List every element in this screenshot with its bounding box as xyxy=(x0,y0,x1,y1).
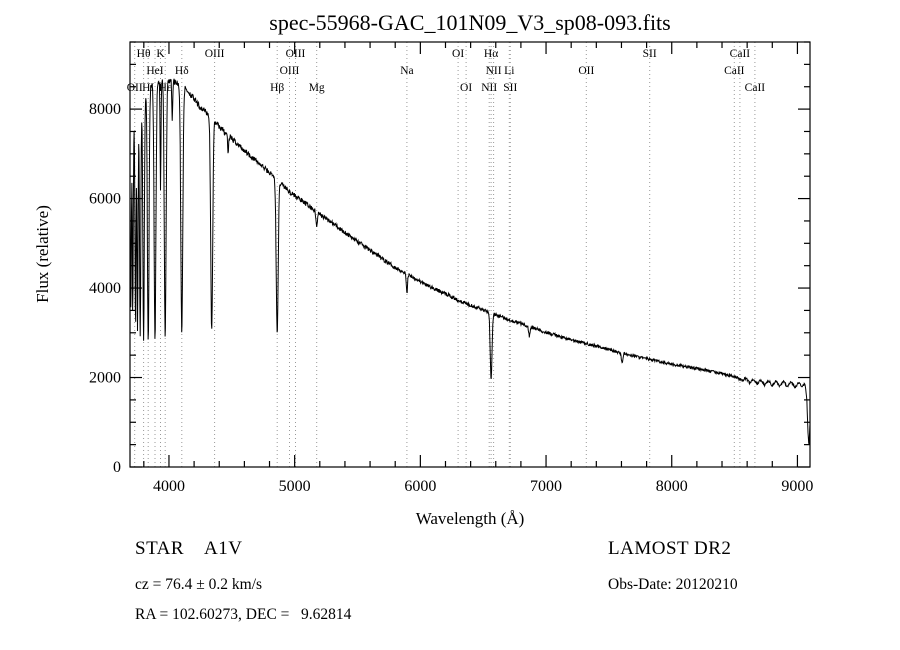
obsdate-text: Obs-Date: 20120210 xyxy=(608,576,738,593)
x-tick-label: 5000 xyxy=(279,478,311,495)
spectral-line-label: OII xyxy=(127,82,143,94)
x-tick-label: 6000 xyxy=(404,478,436,495)
spectral-line-label: OI xyxy=(460,82,472,94)
x-axis-label: Wavelength (Å) xyxy=(416,509,525,528)
spectral-line-label: OIII xyxy=(280,65,300,77)
spectral-line-label: OIII xyxy=(286,48,306,60)
x-tick-label: 9000 xyxy=(781,478,813,495)
spectral-line-guides xyxy=(134,42,756,467)
spectral-line-label: OII xyxy=(578,65,594,77)
y-axis-label: Flux (relative) xyxy=(33,205,52,303)
x-tick-label: 4000 xyxy=(153,478,185,495)
y-tick-label: 4000 xyxy=(89,280,121,297)
spectral-line-label: Hα xyxy=(484,48,498,60)
spectral-line-label: Hθ xyxy=(137,48,151,60)
spectral-line-label: Mg xyxy=(309,82,325,94)
x-tick-label: 7000 xyxy=(530,478,562,495)
spectral-line-label: OI xyxy=(452,48,464,60)
plot-title: spec-55968-GAC_101N09_V3_sp08-093.fits xyxy=(269,10,670,35)
spectral-line-label: Hδ xyxy=(175,65,189,77)
spectral-line-label: Hε xyxy=(159,82,172,94)
spectral-line-label: K xyxy=(156,48,165,60)
spectral-line-label: HeI xyxy=(146,65,163,77)
x-tick-label: 8000 xyxy=(656,478,688,495)
spectral-line-label: NII xyxy=(481,82,497,94)
spectral-line-label: CaII xyxy=(745,82,766,94)
y-tick-label: 2000 xyxy=(89,370,121,387)
spectrum-line xyxy=(129,78,811,445)
spectral-line-label: Hβ xyxy=(270,82,284,94)
y-tick-label: 6000 xyxy=(89,191,121,208)
y-tick-label: 8000 xyxy=(89,101,121,118)
cz-text: cz = 76.4 ± 0.2 km/s xyxy=(135,576,262,593)
spectral-line-label: Li xyxy=(504,65,514,77)
y-tick-label: 0 xyxy=(113,459,121,476)
spectral-line-label: Na xyxy=(400,65,413,77)
spectral-line-label: HI xyxy=(142,82,154,94)
plot-frame xyxy=(129,41,811,468)
spectral-line-label: NII xyxy=(486,65,502,77)
spectral-line-label: OIII xyxy=(205,48,225,60)
radec-text: RA = 102.60273, DEC = 9.62814 xyxy=(135,606,352,623)
classification-text: STAR A1V xyxy=(135,538,242,559)
spectral-line-label: SII xyxy=(503,82,517,94)
spectral-line-label: CaII xyxy=(730,48,751,60)
spectral-line-label: SII xyxy=(643,48,657,60)
spectral-line-label: CaII xyxy=(724,65,745,77)
survey-text: LAMOST DR2 xyxy=(608,538,731,559)
